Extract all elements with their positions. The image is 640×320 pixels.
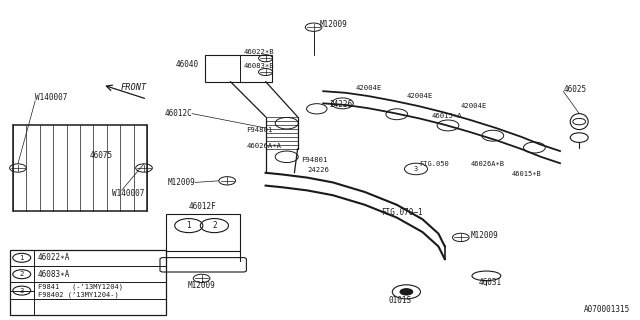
Bar [166,214,240,251]
Text: F94801: F94801 [301,157,327,163]
Bar [10,250,166,315]
Text: F9841   (-’13MY1204): F9841 (-’13MY1204) [38,283,123,290]
Text: 46026A∗B: 46026A∗B [470,161,504,167]
Text: M12009: M12009 [168,178,195,187]
Text: 46031: 46031 [479,278,502,287]
Text: 46022∗A: 46022∗A [38,253,70,262]
Text: 46075: 46075 [90,151,113,160]
Text: W140007: W140007 [112,189,145,198]
Text: 1: 1 [20,255,24,261]
Text: F98402 (’13MY1204-): F98402 (’13MY1204-) [38,292,118,298]
Text: 46022∗B: 46022∗B [243,49,274,55]
Text: 3: 3 [20,288,24,294]
Circle shape [400,289,413,295]
Text: 3: 3 [414,166,418,172]
Text: M12009: M12009 [470,231,498,240]
Text: 46040: 46040 [175,60,198,69]
Text: 2: 2 [20,271,24,277]
Text: FIG.070–1: FIG.070–1 [381,208,422,217]
Text: 46015∗A: 46015∗A [432,113,463,119]
Text: A070001315: A070001315 [584,305,630,314]
Text: M12009: M12009 [188,281,216,290]
Text: 46012C: 46012C [164,109,192,118]
Text: 46083∗A: 46083∗A [38,270,70,279]
Text: 46025: 46025 [563,85,586,94]
Text: 46012F: 46012F [189,202,216,211]
Text: 24226: 24226 [307,167,329,172]
Text: 24226: 24226 [330,100,353,109]
Text: FIG.050: FIG.050 [419,161,449,167]
Text: 1: 1 [186,221,191,230]
Text: FRONT: FRONT [120,83,147,92]
Text: 42004E: 42004E [406,93,433,99]
Text: W140007: W140007 [35,93,68,102]
Bar [205,55,272,82]
Text: 46083∗B: 46083∗B [243,63,274,69]
Text: 0101S: 0101S [388,296,412,305]
Text: 42004E: 42004E [355,85,381,91]
Text: M12009: M12009 [320,20,348,28]
Text: 2: 2 [212,221,217,230]
Text: 46026A∗A: 46026A∗A [246,143,282,148]
Text: 42004E: 42004E [461,103,487,108]
Text: F94801: F94801 [246,127,273,132]
Text: 46015∗B: 46015∗B [512,172,541,177]
